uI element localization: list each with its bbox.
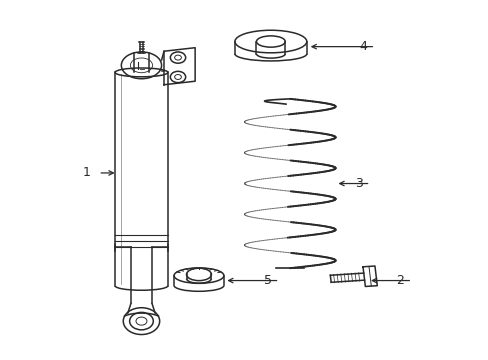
Text: 4: 4 [359,40,366,53]
Text: 2: 2 [395,274,404,287]
Text: 1: 1 [82,166,90,179]
Text: 5: 5 [263,274,271,287]
Text: 3: 3 [354,177,362,190]
